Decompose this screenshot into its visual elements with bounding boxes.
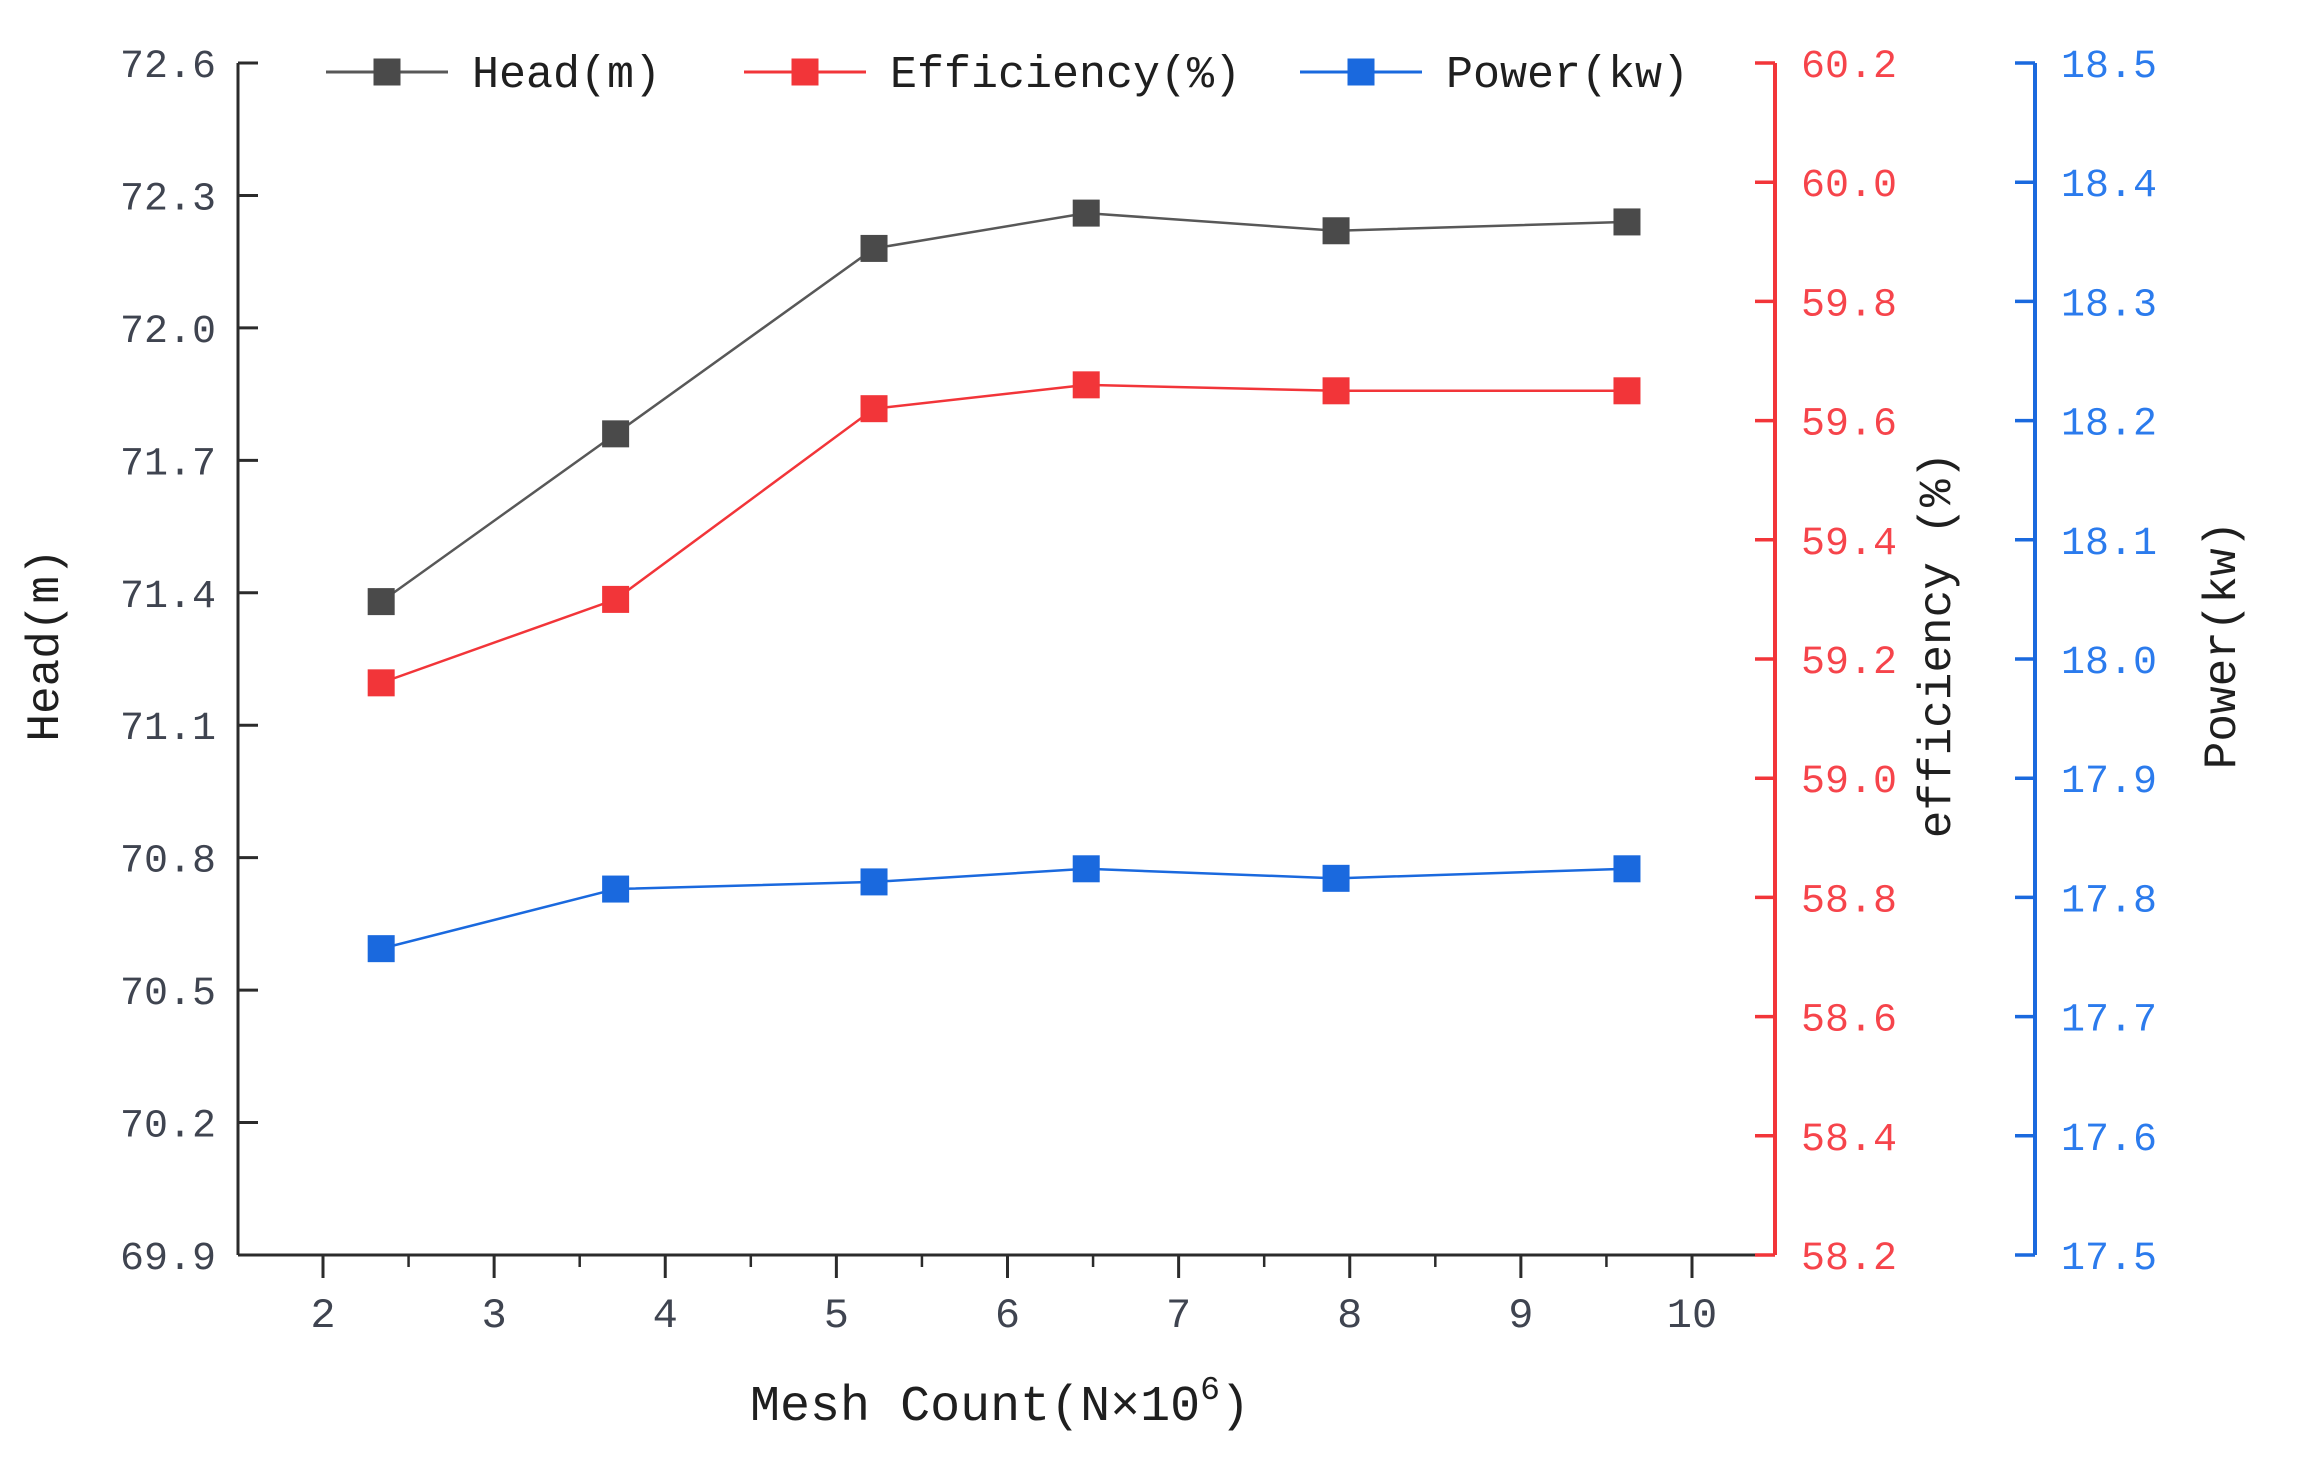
legend-marker [791, 58, 819, 86]
left-tick-label: 72.3 [120, 177, 216, 222]
series-line [380, 867, 1628, 950]
left-axis: 69.9 70.2 70.5 70.8 71.1 71.4 71.7 72.0 72.3 72.6… [20, 45, 258, 1282]
power-tick-label: 17.5 [2061, 1237, 2157, 1282]
power-axis-title: Power(kw) [2197, 521, 2249, 769]
efficiency-tick-label: 59.0 [1801, 760, 1897, 805]
left-tick-label: 72.0 [120, 310, 216, 355]
legend-label: Power(kw) [1446, 50, 1689, 101]
efficiency-tick-label: 59.8 [1801, 283, 1897, 328]
power-tick-label: 17.9 [2061, 760, 2157, 805]
legend-item-head-m: Head(m) [326, 50, 661, 101]
x-axis-title: Mesh Count(N×106) [750, 1372, 1250, 1436]
series-power-kw [367, 855, 1641, 963]
right-axis-power: 17.5 17.6 17.7 17.8 17.9 18.0 18.1 18.2 18.3 18.4… [2015, 45, 2249, 1282]
power-tick-label: 18.0 [2061, 641, 2157, 686]
power-tick-label: 18.3 [2061, 283, 2157, 328]
legend-marker [373, 58, 401, 86]
efficiency-tick-label: 58.2 [1801, 1237, 1897, 1282]
data-point-marker [367, 588, 395, 616]
x-tick-label: 5 [824, 1292, 849, 1340]
x-tick-label: 10 [1667, 1292, 1717, 1340]
data-point-marker [1072, 199, 1100, 227]
efficiency-tick-label: 59.2 [1801, 641, 1897, 686]
data-point-marker [602, 875, 630, 903]
right-axis-efficiency: 58.2 58.4 58.6 58.8 59.0 59.2 59.4 59.6 59.8 60.0… [1755, 45, 1964, 1282]
x-tick-label: 2 [310, 1292, 335, 1340]
series-head-m [367, 199, 1641, 616]
legend-marker [1347, 58, 1375, 86]
data-point-marker [1613, 208, 1641, 236]
efficiency-tick-label: 58.6 [1801, 999, 1897, 1044]
series-line [380, 383, 1627, 685]
power-tick-label: 18.5 [2061, 45, 2157, 90]
data-point-marker [1613, 377, 1641, 405]
left-tick-label: 70.8 [120, 840, 216, 885]
x-tick-label: 7 [1166, 1292, 1191, 1340]
efficiency-tick-label: 59.6 [1801, 403, 1897, 448]
left-tick-label: 72.6 [120, 45, 216, 90]
x-tick-label: 9 [1508, 1292, 1533, 1340]
efficiency-tick-label: 60.0 [1801, 164, 1897, 209]
data-point-marker [602, 420, 630, 448]
left-tick-label: 70.5 [120, 972, 216, 1017]
data-point-marker [860, 234, 888, 262]
x-tick-label: 3 [482, 1292, 507, 1340]
data-point-marker [1322, 217, 1350, 245]
x-tick-label: 4 [653, 1292, 678, 1340]
series-line [380, 211, 1628, 603]
power-tick-label: 17.7 [2061, 999, 2157, 1044]
power-tick-label: 17.8 [2061, 879, 2157, 924]
legend-label: Head(m) [472, 50, 661, 101]
data-point-marker [860, 395, 888, 423]
left-tick-label: 70.2 [120, 1105, 216, 1150]
x-tick-label: 6 [995, 1292, 1020, 1340]
data-point-marker [1322, 377, 1350, 405]
power-tick-label: 18.1 [2061, 522, 2157, 567]
power-tick-label: 18.2 [2061, 403, 2157, 448]
legend-item-efficiency: Efficiency(%) [744, 50, 1241, 101]
data-point-marker [1072, 855, 1100, 883]
power-tick-label: 17.6 [2061, 1118, 2157, 1163]
data-point-marker [367, 935, 395, 963]
x-axis: 2 3 4 5 6 7 8 9 10 Mesh Count(N×106) [238, 1253, 1775, 1436]
data-point-marker [1613, 855, 1641, 883]
left-axis-title: Head(m) [20, 548, 72, 741]
efficiency-tick-label: 58.4 [1801, 1118, 1897, 1163]
left-tick-label: 71.7 [120, 442, 216, 487]
legend-item-power-kw: Power(kw) [1300, 50, 1689, 101]
left-tick-label: 71.4 [120, 575, 216, 620]
left-tick-label: 69.9 [120, 1237, 216, 1282]
efficiency-tick-label: 60.2 [1801, 45, 1897, 90]
efficiency-axis-title: efficiency (%) [1912, 452, 1964, 838]
efficiency-tick-label: 58.8 [1801, 879, 1897, 924]
left-tick-label: 71.1 [120, 707, 216, 752]
power-tick-label: 18.4 [2061, 164, 2157, 209]
efficiency-tick-label: 59.4 [1801, 522, 1897, 567]
data-point-marker [860, 868, 888, 896]
legend-label: Efficiency(%) [890, 50, 1241, 101]
data-point-marker [367, 669, 395, 697]
data-point-marker [1072, 371, 1100, 399]
legend: Head(m) Efficiency(%) Power(kw) [326, 50, 1689, 101]
series-efficiency [367, 371, 1641, 697]
data-point-marker [1322, 864, 1350, 892]
data-point-marker [602, 585, 630, 613]
x-tick-label: 8 [1337, 1292, 1362, 1340]
